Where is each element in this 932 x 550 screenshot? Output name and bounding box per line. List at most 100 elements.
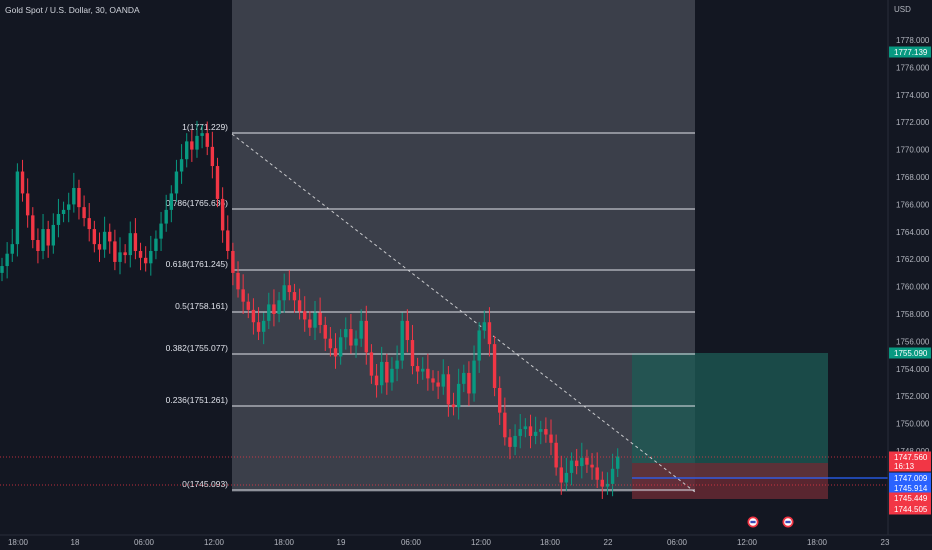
candle-body	[97, 244, 102, 250]
candle-body	[277, 300, 281, 314]
candle-body	[210, 146, 215, 167]
candle-body	[333, 348, 338, 357]
time-tick-label: 12:00	[204, 538, 225, 547]
candle-body	[318, 312, 322, 325]
candle-body	[441, 374, 445, 387]
currency-label: USD	[894, 5, 911, 14]
candle-body	[349, 329, 353, 346]
candle-body	[190, 141, 194, 150]
candle-body	[451, 404, 456, 408]
candle-body	[15, 171, 20, 245]
candle-body	[344, 329, 348, 338]
fib-level-label: 0.786(1765.636)	[166, 198, 229, 208]
price-tag-label: 1745.914	[894, 484, 928, 493]
candle-body	[338, 337, 343, 357]
time-tick-label: 18:00	[8, 538, 29, 547]
fib-level-label: 1(1771.229)	[182, 122, 228, 132]
candle-body	[113, 241, 117, 262]
candle-body	[487, 322, 492, 345]
candle-body	[467, 372, 471, 394]
candle-body	[610, 468, 615, 484]
candle-body	[287, 285, 292, 293]
candle-body	[231, 250, 235, 273]
price-tag: 1777.139	[889, 46, 931, 58]
candle-body	[102, 231, 107, 250]
candle-body	[446, 374, 451, 405]
candle-body	[364, 320, 368, 353]
fib-level-label: 0.5(1758.161)	[175, 301, 228, 311]
long-position-profit-zone[interactable]	[632, 353, 828, 479]
candle-body	[133, 233, 138, 251]
candle-body	[354, 338, 358, 346]
candle-body	[138, 250, 143, 258]
fib-retracement-zone[interactable]	[232, 0, 695, 492]
candle-body	[585, 457, 589, 465]
candle-body	[261, 320, 266, 332]
candle-body	[0, 266, 4, 273]
candle-body	[462, 372, 466, 384]
time-tick-label: 06:00	[401, 538, 422, 547]
candle-body	[600, 479, 605, 487]
time-axis[interactable]: 18:00 18 06:00 12:00 18:00 19 06:00 12:00 18:00 2…	[8, 538, 890, 547]
candle-body	[533, 431, 538, 436]
price-tick-label: 1762.000	[896, 255, 930, 264]
candle-body	[574, 460, 579, 467]
candle-body	[46, 229, 50, 246]
candle-body	[20, 171, 25, 194]
price-tick-label: 1760.000	[896, 283, 930, 292]
candle-body	[580, 457, 584, 467]
candle-body	[149, 250, 153, 264]
candle-body	[523, 426, 528, 430]
fib-level-label: 0.236(1751.261)	[166, 395, 229, 405]
fib-trend-line[interactable]	[231, 133, 696, 493]
candle-body	[421, 368, 425, 372]
candle-body	[323, 324, 327, 339]
candle-body	[51, 224, 56, 246]
candle-body	[308, 319, 312, 328]
time-tick-label: 18	[71, 538, 80, 547]
candle-body	[390, 368, 394, 383]
candle-body	[128, 233, 132, 256]
candle-body	[87, 218, 91, 230]
candle-body	[185, 141, 189, 160]
candle-body	[72, 187, 76, 205]
fib-levels: 1(1771.229) 0.786(1765.636) 0.618(1761.245…	[166, 122, 695, 491]
candlesticks	[0, 120, 620, 499]
candle-body	[569, 460, 574, 473]
time-tick-label: 19	[337, 538, 346, 547]
candle-body	[292, 292, 297, 301]
candle-body	[31, 215, 35, 241]
candle-body	[36, 240, 40, 251]
candle-body	[385, 361, 389, 383]
price-axis[interactable]	[888, 0, 932, 535]
candle-body	[123, 252, 127, 256]
us-flag-icon[interactable]	[782, 516, 794, 528]
fib-level-label: 0(1745.093)	[182, 479, 228, 489]
price-tag-label: 1747.560	[894, 453, 928, 462]
time-tick-label: 18:00	[274, 538, 295, 547]
time-tick-label: 18:00	[807, 538, 828, 547]
candle-body	[169, 193, 174, 210]
time-tick-label: 18:00	[540, 538, 561, 547]
time-tick-label: 22	[604, 538, 613, 547]
candle-body	[328, 338, 333, 349]
price-tag: 16:13	[889, 460, 931, 472]
candle-body	[10, 244, 14, 254]
candle-body	[195, 135, 199, 150]
price-tag: 1745.449	[889, 492, 931, 504]
candle-body	[436, 382, 440, 387]
candle-body	[369, 352, 374, 376]
candle-body	[236, 272, 240, 290]
fib-level-label: 0.618(1761.245)	[166, 259, 229, 269]
candle-body	[431, 378, 435, 383]
price-tick-label: 1778.000	[896, 36, 930, 45]
long-position-loss-zone[interactable]	[632, 463, 828, 499]
price-tick-label: 1756.000	[896, 337, 930, 346]
candle-body	[179, 159, 184, 172]
candle-body	[508, 437, 512, 447]
us-flag-icon[interactable]	[747, 516, 759, 528]
time-tick-label: 06:00	[134, 538, 155, 547]
candle-body	[226, 230, 230, 251]
price-tick-label: 1770.000	[896, 146, 930, 155]
